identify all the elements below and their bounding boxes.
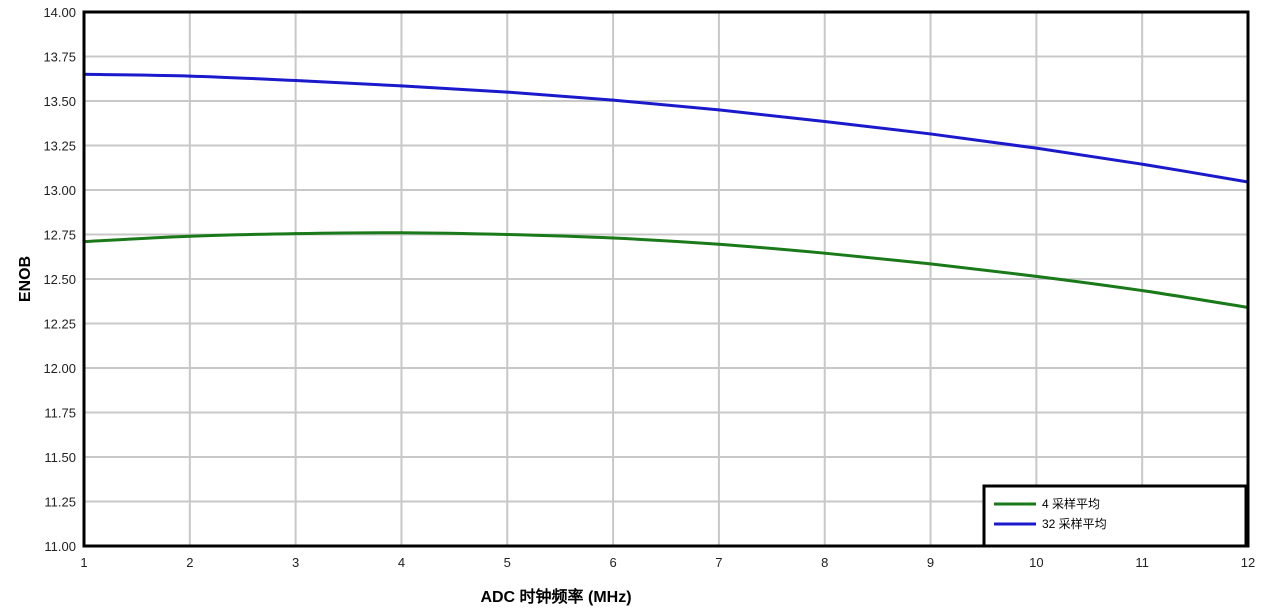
data-point-0: [505, 233, 509, 236]
y-tick-label: 12.75: [43, 228, 76, 243]
y-tick-label: 11.75: [44, 406, 76, 421]
data-point-1: [399, 84, 403, 88]
data-point-0: [1034, 274, 1038, 278]
x-tick-labels: 1 2 3 4 5 6 7 8 9 10 11 12: [80, 555, 1255, 570]
grid-lines: [83, 11, 1249, 547]
x-tick-label: 4: [398, 555, 405, 570]
data-point-1: [294, 79, 298, 83]
y-tick-label: 12.50: [43, 272, 76, 287]
data-point-1: [505, 90, 509, 94]
y-tick-label: 13.25: [43, 139, 76, 154]
data-point-0: [823, 251, 827, 255]
plot-frame: [82, 10, 1250, 548]
x-tick-label: 5: [504, 555, 511, 570]
data-point-0: [611, 236, 615, 240]
data-point-0: [188, 234, 192, 238]
data-point-0: [1140, 289, 1144, 293]
x-tick-label: 8: [821, 555, 828, 570]
data-point-0: [294, 232, 298, 236]
x-tick-label: 3: [292, 555, 299, 570]
y-tick-label: 11.00: [44, 539, 76, 554]
x-tick-label: 9: [927, 555, 934, 570]
x-tick-label: 10: [1029, 555, 1043, 570]
y-tick-label: 11.25: [44, 495, 76, 510]
legend: 4 采样平均 32 采样平均: [982, 484, 1248, 548]
data-point-1: [929, 132, 933, 136]
series-line-0: [83, 231, 1249, 309]
x-tick-label: 7: [715, 555, 722, 570]
data-point-1: [188, 74, 192, 78]
data-point-0: [399, 231, 403, 235]
x-tick-label: 2: [186, 555, 193, 570]
series-line-1: [83, 72, 1249, 184]
y-axis-label: ENOB: [17, 256, 34, 302]
y-tick-label: 12.00: [43, 361, 76, 376]
y-tick-label: 13.75: [43, 50, 76, 65]
data-point-1: [1034, 146, 1038, 150]
x-tick-label: 1: [80, 555, 87, 570]
y-tick-label: 13.00: [43, 183, 76, 198]
legend-label: 4 采样平均: [1042, 496, 1100, 511]
x-tick-label: 6: [609, 555, 616, 570]
legend-box: [982, 484, 1248, 548]
data-point-1: [1140, 162, 1144, 166]
data-point-0: [717, 242, 721, 246]
y-tick-label: 12.25: [43, 317, 76, 332]
data-point-1: [823, 119, 827, 123]
series-lines: [82, 72, 1250, 309]
y-tick-label: 11.50: [44, 450, 76, 465]
data-point-1: [611, 98, 615, 102]
x-axis-label: ADC 时钟频率 (MHz): [480, 587, 631, 606]
x-tick-label: 11: [1135, 555, 1149, 570]
y-tick-label: 13.50: [43, 94, 76, 109]
data-point-1: [717, 108, 721, 112]
y-tick-label: 14.00: [43, 5, 76, 20]
data-point-0: [929, 262, 933, 266]
x-tick-label: 12: [1241, 555, 1255, 570]
legend-label: 32 采样平均: [1042, 516, 1107, 531]
y-tick-labels: 11.00 11.25 11.50 11.75 12.00 12.25 12.50 12.75…: [43, 5, 76, 554]
